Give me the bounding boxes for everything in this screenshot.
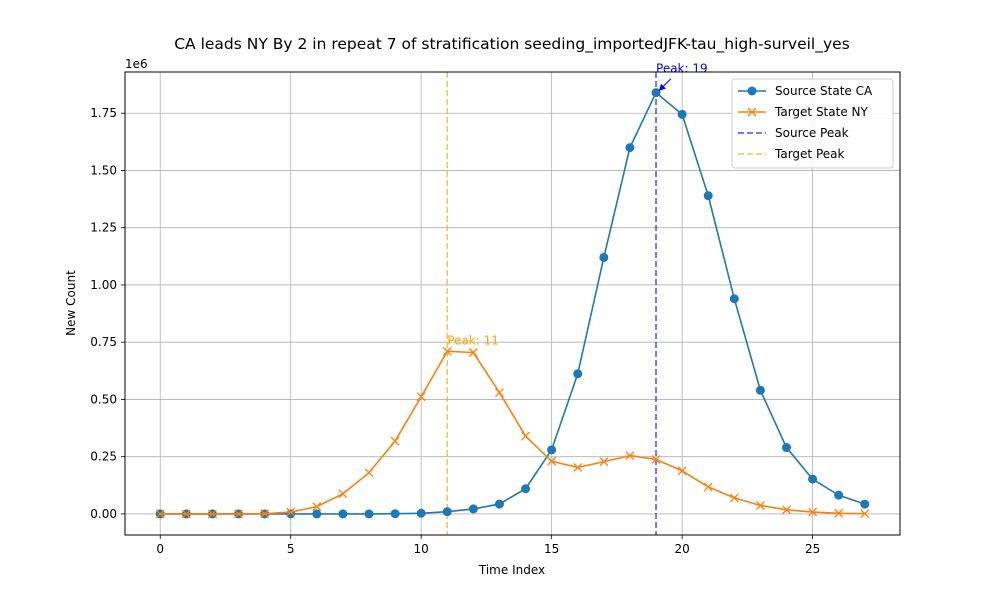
data-point [390,509,400,519]
x-tick-label: 0 [156,542,164,556]
legend-box [731,78,894,169]
data-point [677,466,687,476]
data-point [286,507,296,517]
x-tick-label: 20 [674,542,689,556]
legend-label: Source State CA [775,84,873,98]
legend-item: Target State NY [738,105,868,119]
legend-marker [747,86,757,96]
data-point [155,509,165,519]
data-point [338,509,348,519]
data-point [834,508,844,518]
legend-marker [747,107,757,117]
data-point [599,457,609,467]
data-point [234,509,243,519]
data-point [755,385,765,395]
data-point [547,445,557,455]
peak-annotation: Peak: 11 [447,333,499,347]
data-point [442,507,452,517]
data-point [677,109,687,119]
peak-annotation: Peak: 19 [656,62,708,76]
y-tick-label: 1.50 [90,163,117,177]
data-point [781,443,791,453]
x-tick-label: 15 [544,542,559,556]
axis-ticks: 0 5 10 15 20 25 0.00 0.25 0.50 0.75 1.00 1.25 1.50 1.… [90,106,820,556]
y-tick-label: 1.25 [90,221,117,235]
data-point [416,508,426,518]
data-point [521,431,531,441]
data-point [573,462,583,472]
data-point [573,369,583,379]
annotations: Peak: 19 Peak: 11 [447,62,707,348]
data-point [390,436,400,446]
data-point [364,468,374,478]
data-point [442,346,452,356]
y-tick-label: 1.75 [90,106,117,120]
data-point [521,484,531,494]
data-point [834,490,844,500]
legend-label: Target State NY [774,105,868,119]
data-point [729,493,739,503]
series-line [160,350,865,515]
peak-lines [446,72,657,535]
y-tick-label: 0.25 [90,450,117,464]
data-point [312,502,322,512]
data-point [860,509,870,519]
y-tick-label: 0.50 [90,392,117,406]
data-point [599,252,609,262]
series-line [160,91,866,515]
data-point [312,509,322,519]
x-tick-label: 5 [287,542,295,556]
y-offset-label: 1e6 [125,57,148,71]
legend: Source State CA Target State NY Source Pea… [731,78,894,169]
x-tick-label: 25 [805,542,820,556]
data-point [625,451,635,461]
data-point [625,143,635,153]
data-point [547,456,557,466]
legend-label: Target Peak [774,147,844,161]
data-point [181,509,191,519]
data-point [808,474,818,484]
legend-item: Source State CA [738,84,873,98]
data-point [207,509,217,519]
data-point [494,388,504,398]
data-point [468,504,478,514]
data-point [651,454,661,464]
data-point [703,191,713,201]
legend-item: Target Peak [738,147,844,161]
data-point [260,509,270,519]
data-point [338,489,348,499]
chart-title: CA leads NY By 2 in repeat 7 of stratifi… [174,35,850,54]
data-point [729,294,739,304]
data-point [755,501,765,510]
y-tick-label: 0.75 [90,335,117,349]
data-point [808,507,818,517]
plot-frame [124,71,901,536]
legend-item: Source Peak [738,126,849,140]
x-tick-label: 10 [414,542,429,556]
y-tick-label: 1.00 [90,278,117,292]
data-point [416,392,426,402]
data-point [468,348,478,357]
data-point [651,88,661,98]
y-axis-label: New Count [64,270,78,336]
annotation-arrowhead [659,83,667,91]
data-point [364,509,374,519]
y-tick-label: 0.00 [90,507,117,521]
data-point [494,499,504,509]
data-point [860,499,870,509]
data-point [782,505,791,515]
data-point [703,482,713,492]
legend-label: Source Peak [775,126,849,140]
series-layer [155,88,870,519]
x-axis-label: Time Index [478,563,545,577]
series-target-state-ny [155,346,870,519]
